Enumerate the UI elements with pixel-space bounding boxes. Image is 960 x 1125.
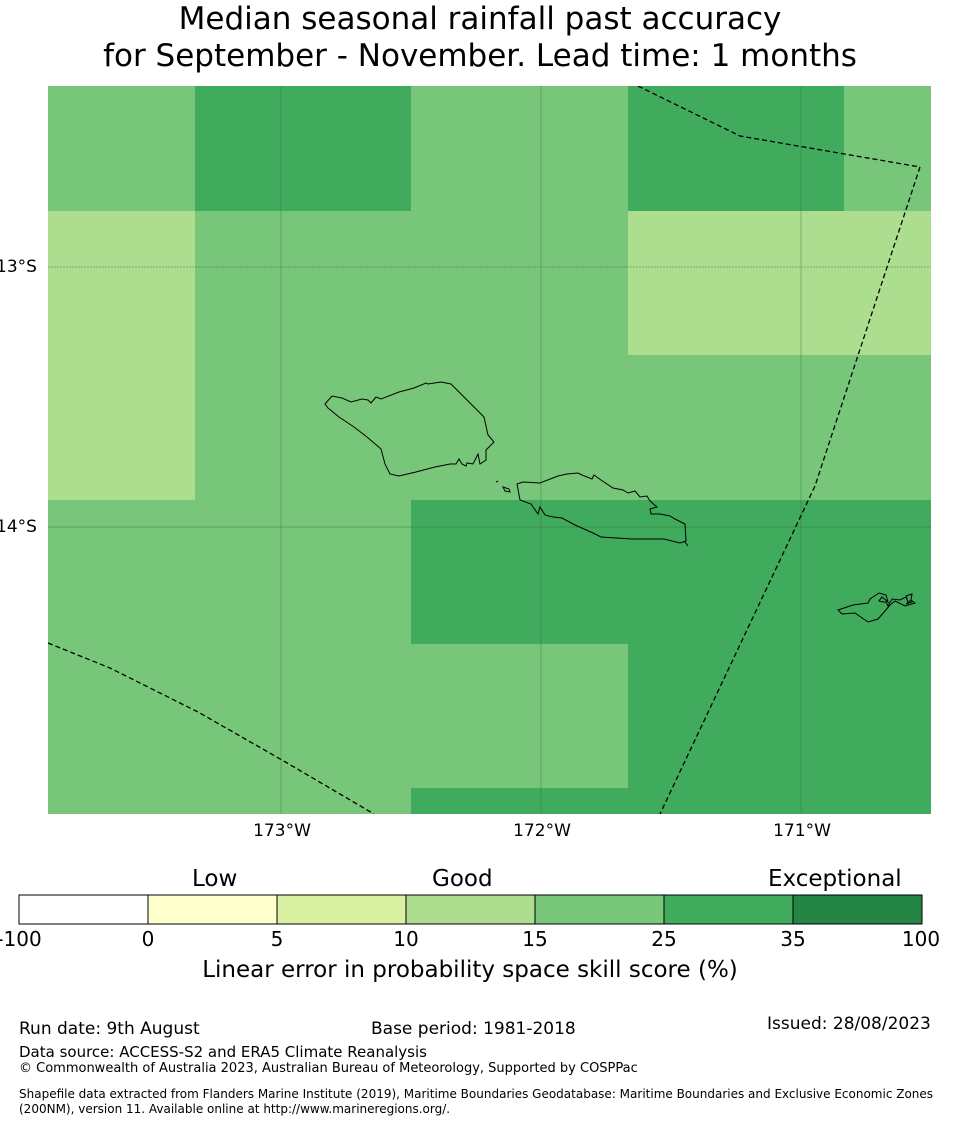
colorbar	[18, 894, 923, 925]
lon-label-173w: 173°W	[253, 821, 311, 841]
shapefile-credit-line-2: (200NM), version 11. Available online at…	[19, 1102, 451, 1116]
chart-title-line-2: for September - November. Lead time: 1 m…	[103, 38, 857, 74]
colorbar-segment	[406, 895, 535, 924]
run-date: Run date: 9th August	[19, 1019, 200, 1039]
eez-boundary-north	[637, 86, 921, 168]
graticule	[48, 86, 931, 814]
grid-cell	[628, 644, 931, 814]
colorbar-tick: 25	[651, 927, 677, 951]
category-label-exceptional: Exceptional	[768, 866, 902, 892]
colorbar-segment	[277, 895, 406, 924]
colorbar-label: Linear error in probability space skill …	[202, 957, 738, 983]
lon-label-172w: 172°W	[513, 821, 571, 841]
small-islet-west	[495, 480, 499, 483]
colorbar-tick: 10	[393, 927, 419, 951]
colorbar-tick: 35	[780, 927, 806, 951]
colorbar-segments	[19, 895, 922, 924]
skill-grid-cells	[48, 86, 931, 814]
category-label-low: Low	[192, 866, 238, 892]
maritime-boundaries	[48, 86, 921, 814]
colorbar-tick: -100	[0, 927, 42, 951]
islands	[324, 381, 917, 623]
tutuila-island	[837, 592, 917, 623]
colorbar-tick: 0	[141, 927, 155, 951]
copyright: © Commonwealth of Australia 2023, Austra…	[19, 1061, 638, 1076]
skill-map	[48, 86, 931, 814]
colorbar-tick: 5	[270, 927, 284, 951]
colorbar-segment	[664, 895, 793, 924]
lat-label-13s: 13°S	[0, 257, 37, 277]
shapefile-credit-line-1: Shapefile data extracted from Flanders M…	[19, 1087, 934, 1101]
colorbar-segment	[148, 895, 277, 924]
lat-label-14s: 14°S	[0, 517, 37, 537]
colorbar-tick: 100	[901, 927, 941, 951]
grid-cell	[195, 86, 411, 211]
grid-cell	[628, 211, 931, 355]
colorbar-segment	[793, 895, 922, 924]
grid-cell	[411, 500, 931, 644]
eez-boundary-east	[659, 166, 921, 814]
colorbar-frame	[18, 894, 923, 925]
grid-cell	[411, 788, 628, 814]
colorbar-tick: 15	[522, 927, 548, 951]
grid-cell	[48, 211, 195, 500]
category-label-good: Good	[432, 866, 493, 892]
base-period: Base period: 1981-2018	[371, 1019, 576, 1039]
grid-cell	[628, 86, 844, 211]
apolima-manono-islet	[502, 486, 511, 493]
data-source: Data source: ACCESS-S2 and ERA5 Climate …	[19, 1043, 427, 1061]
colorbar-dividers	[147, 895, 794, 924]
savaii-island	[324, 381, 495, 477]
colorbar-segment	[19, 895, 148, 924]
chart-title-line-1: Median seasonal rainfall past accuracy	[178, 1, 782, 37]
small-islet-east	[684, 541, 689, 547]
issued-date: Issued: 28/08/2023	[767, 1014, 931, 1034]
eez-boundary-southwest	[48, 642, 375, 814]
lon-label-171w: 171°W	[773, 821, 831, 841]
upolu-island	[516, 472, 687, 544]
colorbar-segment	[535, 895, 664, 924]
